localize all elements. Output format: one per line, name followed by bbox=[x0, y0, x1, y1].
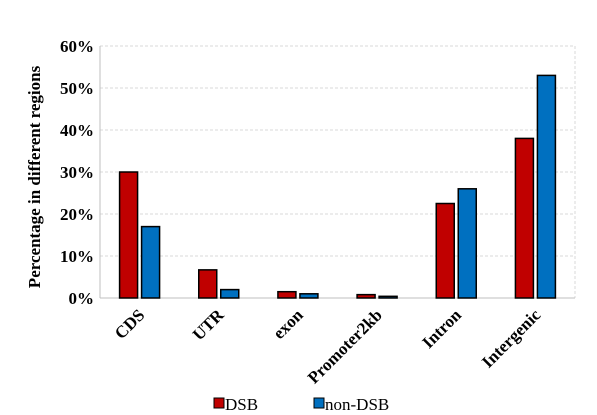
legend-swatch bbox=[313, 397, 325, 409]
x-tick-label: exon bbox=[269, 305, 307, 343]
bar-non-dsb-utr bbox=[220, 288, 240, 299]
y-axis-title: Percentage in different regions bbox=[25, 65, 44, 288]
x-tick-label: CDS bbox=[111, 305, 148, 342]
bar-dsb-promoter2kb bbox=[356, 293, 376, 299]
y-tick-label: 30% bbox=[60, 163, 94, 182]
bar-dsb-intron bbox=[435, 202, 455, 299]
legend-label: non-DSB bbox=[325, 395, 389, 414]
y-tick-label: 50% bbox=[60, 79, 94, 98]
x-tick-label: Intron bbox=[418, 305, 465, 352]
y-tick-label: 60% bbox=[60, 37, 94, 56]
bar-non-dsb-promoter2kb bbox=[378, 295, 398, 299]
legend-label: DSB bbox=[225, 395, 258, 414]
bar-non-dsb-intergenic bbox=[536, 74, 557, 299]
x-tick-label: Intergenic bbox=[478, 305, 545, 372]
y-tick-labels: 0% 10% 20% 30% 40% 50% 60% bbox=[60, 37, 94, 308]
bars bbox=[118, 74, 557, 299]
bar-non-dsb-intron bbox=[457, 188, 477, 299]
y-tick-label: 0% bbox=[69, 289, 95, 308]
bar-dsb-intergenic bbox=[514, 137, 535, 299]
bar-non-dsb-exon bbox=[299, 293, 319, 299]
bar-dsb-utr bbox=[198, 269, 218, 299]
bar-dsb-exon bbox=[277, 290, 297, 299]
x-tick-label: Promoter2kb bbox=[304, 305, 386, 387]
x-tick-label: UTR bbox=[189, 305, 228, 344]
y-tick-label: 10% bbox=[60, 247, 94, 266]
bar-dsb-cds bbox=[118, 171, 139, 299]
legend: DSB non-DSB bbox=[213, 395, 389, 414]
y-tick-label: 40% bbox=[60, 121, 94, 140]
axes bbox=[99, 46, 575, 299]
y-tick-label: 20% bbox=[60, 205, 94, 224]
gridlines bbox=[100, 45, 576, 298]
bar-non-dsb-cds bbox=[140, 225, 161, 299]
legend-swatch bbox=[213, 397, 225, 409]
